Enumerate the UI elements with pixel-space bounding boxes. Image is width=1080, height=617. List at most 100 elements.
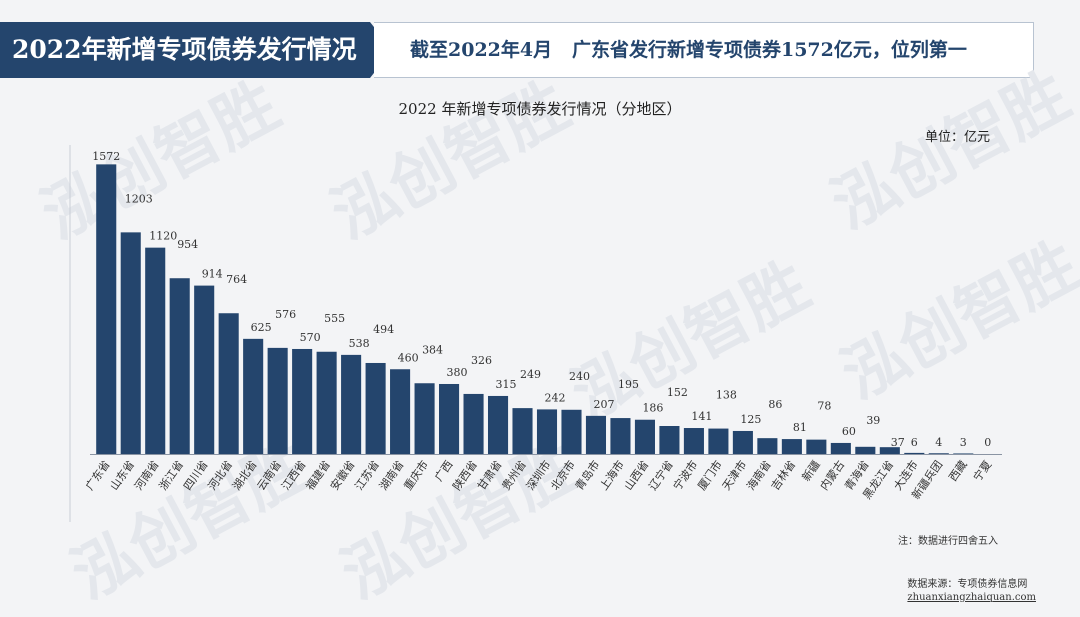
page-title: 2022年新增专项债券发行情况 [12,35,357,64]
category-label-山东省: 山东省 [108,458,138,492]
bar-天津市 [732,430,753,454]
category-label-河南省: 河南省 [132,458,162,492]
subtitle-box: 截至2022年4月 广东省发行新增专项债券1572亿元，位列第一 [374,22,1034,78]
bar-重庆市 [414,383,435,454]
bar-大连市 [904,452,925,454]
subtitle: 截至2022年4月 广东省发行新增专项债券1572亿元，位列第一 [410,23,967,77]
bar-山东省 [120,232,141,454]
value-label-西藏: 3 [960,436,967,449]
category-label-内蒙古: 内蒙古 [817,458,847,493]
category-label-青岛市: 青岛市 [572,458,602,493]
bar-甘肃省 [487,395,509,454]
category-label-贵州省: 贵州省 [499,458,529,492]
bar-浙江省 [169,278,190,454]
value-label-吉林省: 81 [793,421,807,434]
bar-贵州省 [512,408,533,454]
value-label-厦门市: 138 [716,389,737,402]
value-label-甘肃省: 315 [496,378,517,391]
bar-内蒙古 [830,442,851,454]
category-label-福建省: 福建省 [303,458,333,493]
value-label-海南省: 86 [768,398,782,411]
value-label-重庆市: 384 [422,343,443,356]
chart-title: 2022 年新增专项债券发行情况（分地区） [398,100,682,118]
value-label-贵州省: 249 [520,368,541,381]
value-label-福建省: 555 [324,312,345,325]
category-label-北京市: 北京市 [548,458,578,493]
category-label-甘肃省: 甘肃省 [475,458,505,492]
value-label-深圳市: 242 [545,391,566,404]
category-label-陕西省: 陕西省 [450,458,480,493]
value-label-北京市: 240 [569,370,590,383]
unit-label: 单位：亿元 [924,130,990,145]
bar-深圳市 [536,409,558,454]
category-label-海南省: 海南省 [743,458,773,493]
bar-新疆 [806,439,827,454]
value-label-宁波市: 141 [691,410,712,423]
category-label-山西省: 山西省 [622,458,652,492]
value-label-广东省: 1572 [92,150,120,163]
bar-海南省 [757,438,778,454]
bar-广西 [439,383,460,454]
value-label-湖南省: 460 [398,351,419,364]
bar-西藏 [953,453,974,454]
bar-宁波市 [683,428,704,454]
value-label-大连市: 6 [911,436,918,449]
value-label-四川省: 914 [202,268,223,281]
category-label-安徽省: 安徽省 [327,458,357,493]
bar-陕西省 [463,393,484,454]
bar-江西省 [292,348,313,454]
value-label-内蒙古: 60 [842,425,856,438]
value-label-山西省: 186 [642,402,663,415]
category-label-湖北省: 湖北省 [230,458,260,492]
bar-云南省 [267,347,288,454]
bar-青岛市 [585,415,607,454]
value-label-湖北省: 625 [251,321,272,334]
bar-group [96,164,974,454]
category-label-四川省: 四川省 [181,458,211,492]
value-label-天津市: 125 [740,413,761,426]
category-label-重庆市: 重庆市 [401,458,431,493]
category-label-深圳市: 深圳市 [523,458,553,493]
category-label-宁波市: 宁波市 [670,458,700,493]
bar-湖南省 [390,369,411,454]
bar-黑龙江省 [879,447,900,454]
value-label-黑龙江省: 37 [891,436,905,449]
category-label-广西: 广西 [432,458,455,483]
category-label-江西省: 江西省 [279,458,309,492]
bar-吉林省 [781,439,802,454]
subtitle-prefix: 截至2022年4月 [410,39,553,61]
value-label-青岛市: 207 [593,398,614,411]
category-label-新疆: 新疆 [799,458,823,484]
value-label-辽宁省: 152 [667,386,688,399]
value-label-陕西省: 326 [471,354,492,367]
category-label-浙江省: 浙江省 [157,458,187,492]
value-label-新疆: 78 [817,400,831,413]
value-label-江西省: 570 [300,331,321,344]
value-label-河南省: 1120 [149,230,177,243]
category-label-上海市: 上海市 [597,458,627,493]
category-label-湖南省: 湖南省 [377,458,407,492]
value-label-浙江省: 954 [177,238,198,251]
bar-山西省 [634,419,655,454]
source-url: zhuanxiangzhaiquan.com [907,592,1036,603]
chart-note: 注：数据进行四舍五入 [898,536,998,547]
category-label-河北省: 河北省 [206,458,236,492]
category-label-宁夏: 宁夏 [970,458,994,484]
bar-辽宁省 [659,426,680,454]
category-label-广东省: 广东省 [83,458,113,492]
value-label-河北省: 764 [226,273,247,286]
bar-福建省 [316,351,337,454]
bar-北京市 [561,409,582,454]
subtitle-main: 广东省发行新增专项债券1572亿元，位列第一 [571,39,967,61]
category-label-云南省: 云南省 [255,458,285,492]
value-label-青海省: 39 [866,414,880,427]
value-label-江苏省: 494 [373,323,394,336]
value-label-上海市: 195 [618,378,639,391]
bar-广东省 [96,164,117,454]
bar-青海省 [855,446,876,454]
value-label-安徽省: 538 [349,337,370,350]
category-label-西藏: 西藏 [946,458,969,483]
category-label-江苏省: 江苏省 [352,458,382,492]
